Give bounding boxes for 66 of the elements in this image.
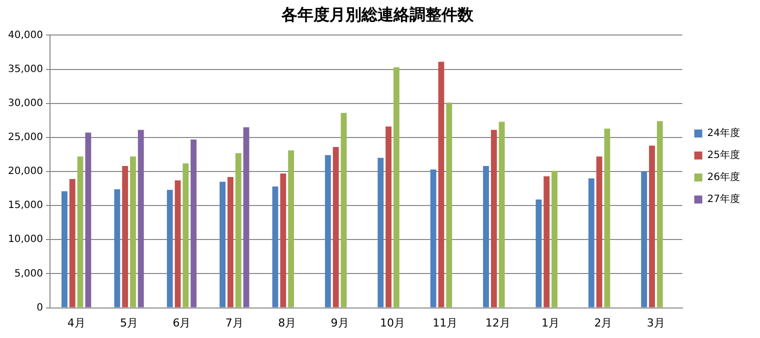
x-tick-label: 8月	[278, 316, 296, 330]
bar	[430, 169, 436, 308]
bar	[227, 176, 234, 308]
y-tick-label: 35,000	[8, 64, 43, 75]
bar	[596, 156, 602, 308]
bar	[544, 176, 550, 308]
x-tick-label: 3月	[646, 316, 665, 330]
x-tick-label: 4月	[67, 316, 86, 330]
x-tick-label: 12月	[485, 316, 510, 330]
bar	[386, 126, 392, 308]
bar	[438, 62, 444, 308]
bar	[77, 156, 84, 308]
y-tick-label: 0	[36, 302, 43, 314]
bar	[332, 146, 339, 308]
y-tick-label: 20,000	[8, 166, 43, 178]
bar	[324, 155, 331, 308]
bar	[536, 199, 542, 308]
bar	[552, 170, 558, 308]
bar	[340, 112, 347, 308]
x-tick-label: 5月	[120, 316, 138, 330]
bar	[280, 174, 286, 308]
legend-label: 26年度	[707, 171, 740, 184]
chart-title: 各年度月別総連絡調整件数	[280, 4, 474, 24]
bar	[235, 153, 242, 308]
y-tick-label: 40,000	[8, 30, 43, 41]
bar	[114, 189, 120, 308]
x-tick-label: 10月	[380, 316, 405, 330]
bar	[138, 130, 144, 308]
bar	[85, 132, 92, 308]
legend-label: 24年度	[707, 127, 740, 140]
legend-label: 27年度	[707, 193, 740, 206]
bar	[446, 102, 452, 308]
x-tick-label: 11月	[432, 316, 458, 330]
bar	[243, 127, 250, 308]
y-tick-label: 10,000	[8, 234, 43, 246]
y-tick-label: 15,000	[8, 200, 43, 212]
bar	[498, 122, 505, 308]
bar	[182, 163, 189, 308]
bar	[69, 178, 76, 308]
bar	[393, 67, 400, 308]
bar	[490, 130, 497, 308]
bar	[62, 191, 68, 308]
bar	[649, 146, 655, 308]
bar	[122, 166, 128, 308]
bar	[272, 186, 278, 308]
x-tick-label: 1月	[542, 316, 560, 330]
bar	[130, 156, 136, 308]
bar	[378, 158, 384, 308]
y-tick-label: 25,000	[8, 132, 43, 144]
legend-label: 25年度	[707, 149, 740, 162]
x-tick-label: 9月	[330, 316, 349, 330]
x-tick-label: 7月	[225, 316, 244, 330]
bar	[166, 190, 173, 308]
bar	[288, 150, 294, 308]
bar	[641, 172, 648, 308]
y-tick-label: 30,000	[8, 98, 43, 109]
bar	[190, 139, 197, 308]
bar	[588, 178, 594, 308]
bar	[656, 121, 663, 308]
bar	[220, 182, 226, 308]
bar	[483, 166, 489, 308]
bar	[174, 180, 181, 308]
x-tick-label: 6月	[172, 316, 191, 330]
x-tick-label: 2月	[594, 316, 612, 330]
y-tick-label: 5,000	[14, 268, 43, 280]
bar	[604, 128, 610, 308]
